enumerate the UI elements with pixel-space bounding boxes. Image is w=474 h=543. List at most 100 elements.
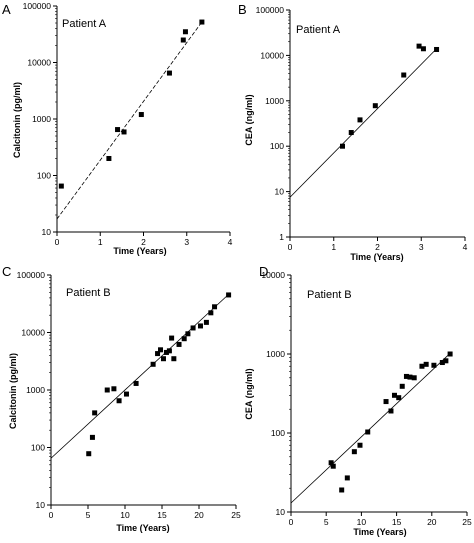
panel-c-title: Patient B: [66, 287, 111, 299]
panel-c-x-axis-label: Time (Years): [116, 523, 169, 533]
panel-d-data-point: [411, 375, 417, 381]
panel-c-data-point: [158, 347, 164, 353]
panel-d-data-point: [396, 395, 402, 401]
panel-d-y-tick-label: 100: [271, 428, 285, 438]
panel-a-y-axis-label: Calcitonin (pg/ml): [12, 82, 22, 158]
panel-a-data-point: [166, 70, 172, 76]
panel-b-x-tick-label: 1: [331, 242, 336, 252]
panel-d-data-point: [403, 373, 409, 379]
panel-a-x-tick-label: 3: [184, 237, 189, 247]
panel-d-data-point: [383, 399, 389, 405]
panel-c-x-tick-label: 5: [86, 510, 91, 520]
panel-c-data-point: [212, 304, 218, 310]
panel-a-title: Patient A: [62, 18, 107, 30]
panel-c-data-point: [203, 319, 209, 325]
panel-d-x-tick-label: 10: [357, 517, 367, 527]
panel-d-data-point: [339, 487, 345, 493]
panel-a-y-tick-label: 10: [42, 227, 52, 237]
panel-d-y-axis-label: CEA (ng/ml): [244, 368, 254, 419]
panel-d-data-point: [443, 358, 449, 364]
panel-c-data-point: [185, 331, 191, 337]
panel-c-data-point: [226, 292, 232, 298]
panel-c-data-point: [133, 380, 139, 386]
panel-d-data-point: [357, 442, 363, 448]
panel-b-data-point: [434, 46, 440, 52]
panel-b-label: B: [238, 2, 247, 17]
panel-c-data-point: [197, 323, 203, 329]
panel-d-data-point: [344, 475, 350, 481]
panel-a-data-point: [115, 127, 121, 133]
panel-b-data-point: [348, 130, 354, 136]
panel-a-data-point: [182, 29, 188, 35]
panel-c-y-tick-label: 100000: [17, 270, 46, 280]
panel-c-trendline: [50, 294, 229, 459]
panel-c-data-point: [89, 434, 95, 440]
panel-b-y-tick-label: 10: [275, 187, 285, 197]
panel-a-x-tick-label: 0: [55, 237, 60, 247]
panel-b-data-point: [357, 117, 363, 123]
panel-d: D Patient B Time (Years) CEA (ng/ml) 10 1…: [244, 264, 472, 537]
panel-d-x-axis-label: Time (Years): [353, 527, 406, 537]
panel-c-y-tick-label: 100: [31, 443, 45, 453]
panel-d-data-point: [407, 374, 413, 380]
panel-d-x-tick-label: 25: [462, 517, 472, 527]
panel-a-x-axis-label: Time (Years): [113, 246, 166, 256]
panel-b-y-tick-label: 10000: [260, 50, 284, 60]
panel-d-label: D: [259, 264, 268, 279]
panel-a-x-tick-label: 4: [228, 237, 233, 247]
panel-d-data-point: [388, 408, 394, 414]
panel-d-data-point: [419, 363, 425, 369]
panel-b-y-tick-label: 100: [270, 141, 284, 151]
panel-a-y-tick-label: 100000: [23, 1, 52, 11]
panel-a-y-tick-label: 1000: [32, 114, 51, 124]
panel-c-y-tick-label: 10000: [21, 328, 45, 338]
panel-b-x-axis-label: Time (Years): [350, 252, 403, 262]
panel-c-data-point: [166, 348, 172, 354]
panel-d-y-tick-label: 10: [276, 507, 286, 517]
panel-b-data-point: [420, 46, 426, 52]
panel-b-data-point: [372, 103, 378, 109]
panel-d-x-tick-label: 15: [392, 517, 402, 527]
panel-d-data-point: [365, 429, 371, 435]
panel-c-data-point: [181, 336, 187, 342]
panel-c-data-point: [104, 387, 110, 393]
panel-b-y-tick-label: 1: [279, 232, 284, 242]
panel-d-data-point: [423, 361, 429, 367]
panel-b-trendline: [289, 48, 437, 198]
panel-a-x-tick-label: 2: [141, 237, 146, 247]
panel-b-x-tick-label: 4: [463, 242, 468, 252]
panel-b-data-point: [401, 72, 407, 78]
panel-c-data-point: [190, 325, 196, 331]
panel-c-label: C: [2, 264, 11, 279]
panel-a-data-point: [199, 19, 205, 25]
panel-c-data-point: [111, 386, 117, 392]
panel-a-data-point: [138, 112, 144, 118]
panel-d-title: Patient B: [307, 289, 352, 301]
panel-c-data-point: [176, 341, 182, 347]
panel-a-data-point: [58, 183, 64, 189]
panel-c-data-point: [208, 310, 214, 316]
panel-c: C Patient B Time (Years) Calcitonin (pg/…: [2, 264, 241, 533]
panel-b-data-point: [416, 43, 422, 49]
panel-c-y-tick-label: 1000: [26, 385, 45, 395]
panel-a-data-point: [106, 155, 112, 161]
panel-b-y-axis-label: CEA (ng/ml): [244, 94, 254, 145]
panel-d-data-point: [439, 360, 445, 366]
panel-a-x-tick-label: 1: [98, 237, 103, 247]
panel-c-data-point: [160, 356, 166, 362]
panel-a-data-point: [180, 37, 186, 43]
panel-c-data-point: [169, 335, 175, 341]
panel-c-y-axis-label: Calcitonin (pg/ml): [8, 353, 18, 429]
panel-a: A Patient A Time (Years) Calcitonin (pg/…: [2, 1, 233, 256]
panel-c-data-point: [171, 356, 177, 362]
panel-c-data-point: [123, 391, 129, 397]
panel-b: B Patient A Time (Years) CEA (ng/ml) 110…: [238, 2, 468, 262]
panel-c-data-point: [163, 349, 169, 355]
panel-c-data-point: [92, 410, 98, 416]
panel-b-y-tick-label: 100000: [256, 5, 285, 15]
panel-d-data-point: [351, 449, 357, 455]
panel-c-x-tick-label: 0: [49, 510, 54, 520]
panel-c-x-tick-label: 10: [120, 510, 130, 520]
